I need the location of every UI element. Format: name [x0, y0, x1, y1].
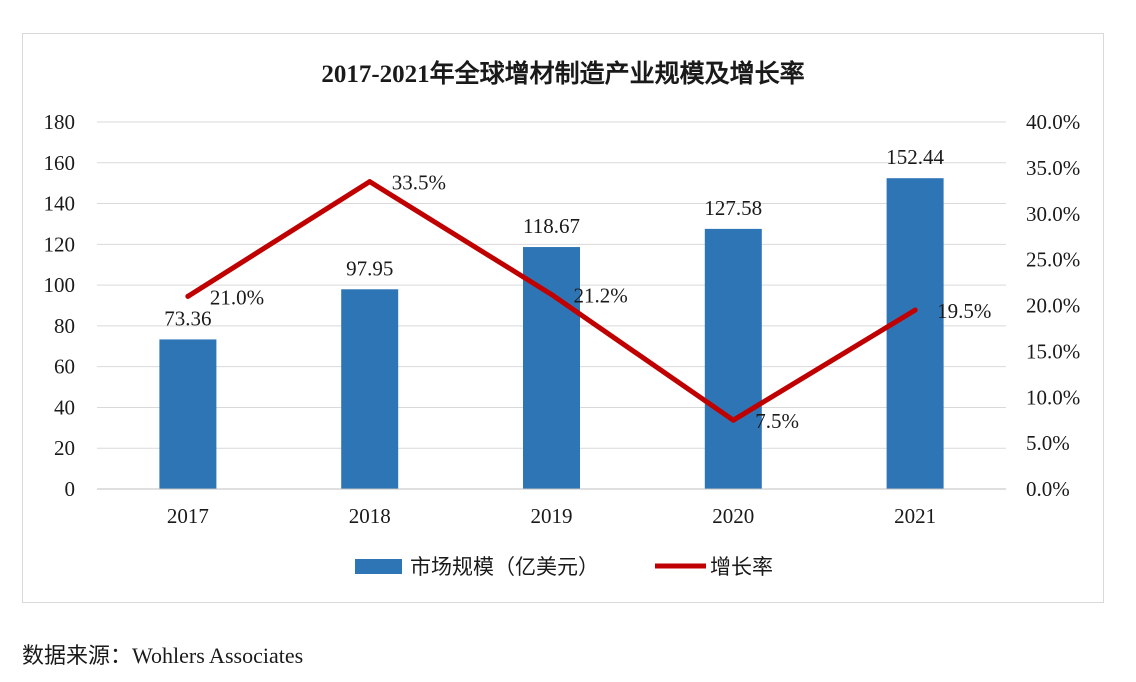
y-left-tick-label: 20	[54, 436, 75, 460]
chart-frame	[22, 33, 1104, 603]
y-right-tick-label: 0.0%	[1026, 477, 1070, 501]
y-right-tick-label: 5.0%	[1026, 431, 1070, 455]
line-point	[912, 307, 918, 313]
x-axis: 2017 2018 2019 2020 2021	[97, 488, 1006, 528]
bar-data-label: 127.58	[704, 196, 762, 220]
line-point	[549, 291, 554, 297]
legend: 市场规模（亿美元） 增长率	[355, 555, 773, 579]
bar-data-label: 118.67	[523, 214, 580, 238]
bar	[341, 289, 399, 489]
y-left-tick-label: 0	[65, 477, 76, 501]
legend-swatch-bar	[355, 559, 402, 574]
bar-data-label: 152.44	[886, 145, 944, 169]
y-left-tick-label: 60	[54, 355, 75, 379]
bar	[704, 228, 762, 490]
y-left-tick-label: 80	[54, 314, 75, 338]
line-data-label: 7.5%	[755, 409, 799, 433]
right-axis: 0.0% 5.0% 10.0% 15.0% 20.0% 25.0% 30.0% 35.0% 40…	[1026, 110, 1080, 501]
line-point	[730, 417, 736, 423]
line-series: 21.0% 33.5% 21.2% 7.5% 19.5%	[185, 171, 991, 433]
bar-data-label: 73.36	[164, 306, 211, 330]
bar	[523, 247, 580, 489]
y-left-tick-label: 40	[54, 395, 75, 419]
line-point	[185, 293, 191, 299]
x-tick-label: 2021	[894, 504, 936, 528]
source-note: 数据来源：Wohlers Associates	[22, 643, 304, 668]
y-left-tick-label: 160	[44, 151, 76, 175]
x-tick-label: 2020	[712, 504, 754, 528]
bar	[159, 339, 217, 489]
y-right-tick-label: 10.0%	[1026, 385, 1080, 409]
y-left-tick-label: 140	[44, 192, 76, 216]
y-left-tick-label: 180	[44, 110, 76, 134]
line-point	[367, 179, 373, 185]
y-right-tick-label: 15.0%	[1026, 339, 1080, 363]
y-right-tick-label: 35.0%	[1026, 156, 1080, 180]
line-data-label: 21.2%	[574, 283, 628, 307]
chart-title: 2017-2021年全球增材制造产业规模及增长率	[321, 59, 804, 88]
legend-label: 增长率	[710, 555, 773, 579]
x-tick-label: 2017	[167, 504, 209, 528]
y-right-tick-label: 40.0%	[1026, 110, 1080, 134]
bar-series: 73.36 97.95 118.67 127.58 152.44	[159, 145, 944, 490]
y-right-tick-label: 25.0%	[1026, 248, 1080, 272]
y-right-tick-label: 20.0%	[1026, 294, 1080, 318]
line-data-label: 33.5%	[392, 171, 446, 195]
line-data-label: 19.5%	[937, 299, 991, 323]
bar	[886, 178, 944, 489]
y-left-tick-label: 120	[44, 232, 76, 256]
bar-data-label: 97.95	[346, 256, 393, 280]
line-data-label: 21.0%	[210, 285, 264, 309]
left-axis: 0 20 40 60 80 100 120 140 160 180	[44, 110, 76, 501]
x-tick-label: 2018	[349, 504, 391, 528]
x-tick-label: 2019	[531, 504, 573, 528]
y-left-tick-label: 100	[44, 273, 76, 297]
legend-label: 市场规模（亿美元）	[410, 555, 599, 579]
y-right-tick-label: 30.0%	[1026, 202, 1080, 226]
